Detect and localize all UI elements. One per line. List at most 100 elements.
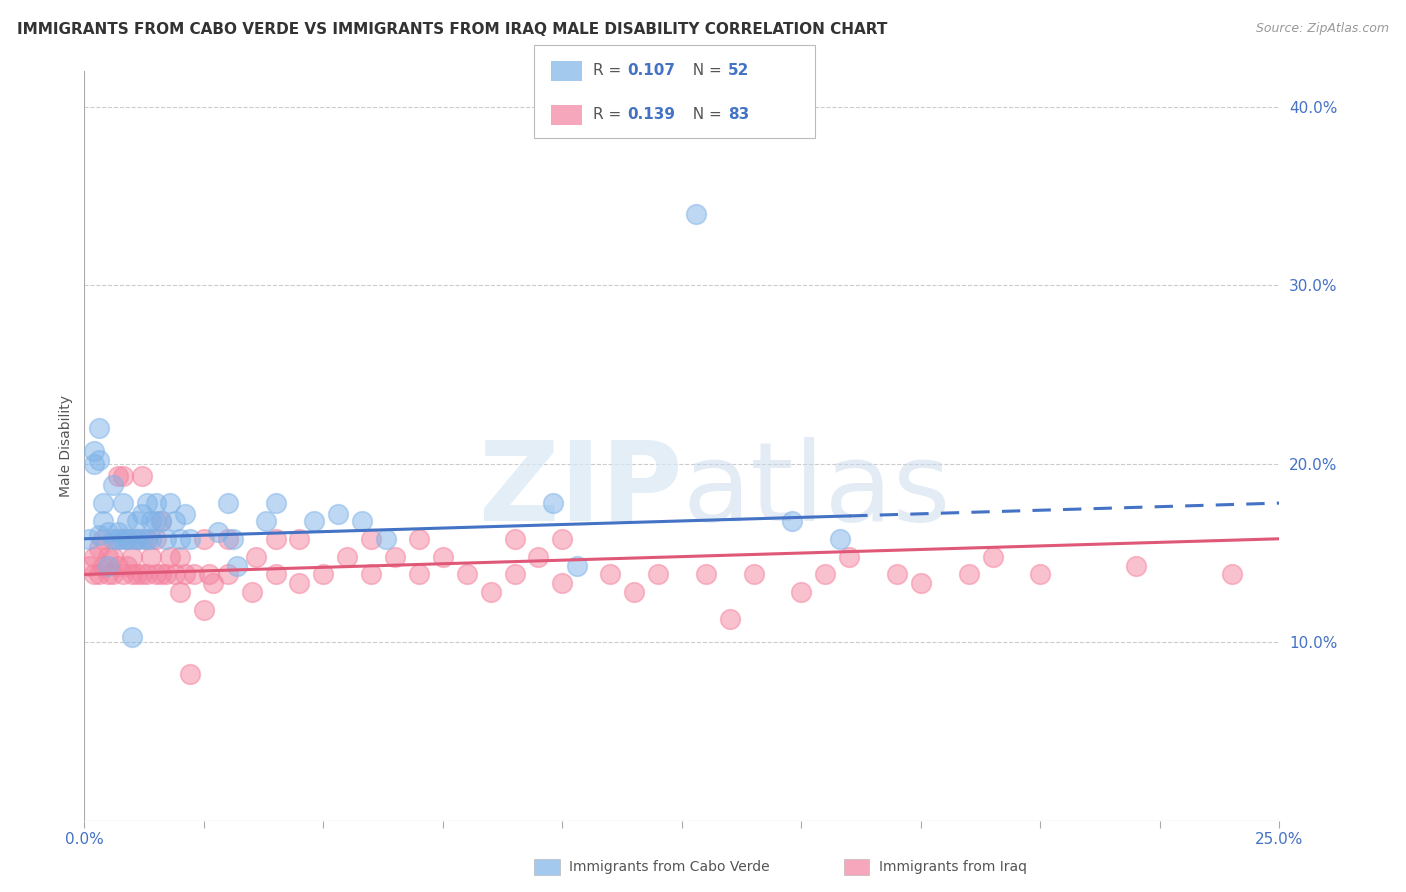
Text: Source: ZipAtlas.com: Source: ZipAtlas.com [1256, 22, 1389, 36]
Point [432, 549, 454, 564]
Point [125, 514, 148, 528]
Point [107, 469, 129, 483]
Point [87, 541, 110, 555]
Point [179, 667, 201, 681]
Point [107, 532, 129, 546]
Point [117, 558, 139, 573]
Point [111, 469, 134, 483]
Point [101, 549, 124, 564]
Point [101, 532, 124, 546]
Point [135, 567, 157, 582]
Point [456, 567, 478, 582]
Point [101, 478, 124, 492]
Point [97, 558, 120, 573]
Point [101, 567, 124, 582]
Point [179, 532, 201, 546]
Text: atlas: atlas [682, 437, 950, 544]
Point [264, 496, 287, 510]
Point [169, 532, 191, 546]
Point [226, 558, 249, 573]
Text: N =: N = [683, 63, 727, 78]
Point [336, 549, 359, 564]
Point [408, 532, 430, 546]
Point [107, 558, 129, 573]
Point [207, 524, 229, 539]
Point [910, 576, 932, 591]
Point [193, 532, 215, 546]
Point [135, 532, 157, 546]
Point [145, 567, 167, 582]
Point [97, 524, 120, 539]
Point [551, 532, 574, 546]
Point [125, 567, 148, 582]
Point [141, 514, 163, 528]
Point [83, 567, 105, 582]
Point [131, 532, 153, 546]
Point [93, 496, 115, 510]
Text: Immigrants from Iraq: Immigrants from Iraq [879, 860, 1026, 874]
Text: 52: 52 [728, 63, 749, 78]
Point [165, 567, 187, 582]
Point [135, 496, 157, 510]
Point [97, 567, 120, 582]
Point [814, 567, 837, 582]
Text: N =: N = [683, 107, 727, 122]
Point [197, 567, 219, 582]
Point [647, 567, 669, 582]
Point [183, 567, 205, 582]
Point [350, 514, 373, 528]
Point [360, 567, 382, 582]
Point [93, 514, 115, 528]
Point [131, 469, 153, 483]
Point [107, 532, 129, 546]
Point [957, 567, 980, 582]
Point [149, 514, 172, 528]
Point [503, 567, 526, 582]
Point [217, 496, 239, 510]
Point [125, 532, 148, 546]
Point [131, 567, 153, 582]
Point [165, 514, 187, 528]
Point [245, 549, 267, 564]
Point [1125, 558, 1147, 573]
Point [1029, 567, 1052, 582]
Point [312, 567, 335, 582]
Point [77, 532, 100, 546]
Point [288, 532, 311, 546]
Point [302, 514, 325, 528]
Point [541, 496, 564, 510]
Point [155, 567, 177, 582]
Point [838, 549, 860, 564]
Point [111, 567, 134, 582]
Point [217, 567, 239, 582]
Point [145, 496, 167, 510]
Text: 0.107: 0.107 [627, 63, 675, 78]
Text: R =: R = [593, 107, 627, 122]
Point [742, 567, 765, 582]
Point [93, 532, 115, 546]
Point [695, 567, 717, 582]
Point [125, 532, 148, 546]
Point [135, 532, 157, 546]
Point [360, 532, 382, 546]
Point [97, 549, 120, 564]
Point [169, 585, 191, 599]
Point [221, 532, 243, 546]
Point [77, 558, 100, 573]
Point [565, 558, 588, 573]
Point [117, 532, 139, 546]
Point [623, 585, 645, 599]
Point [408, 567, 430, 582]
Point [718, 612, 741, 626]
Point [83, 457, 105, 471]
Point [240, 585, 263, 599]
Point [87, 453, 110, 467]
Point [173, 507, 195, 521]
Point [599, 567, 621, 582]
Point [121, 630, 143, 644]
Point [117, 532, 139, 546]
Point [886, 567, 908, 582]
Point [685, 207, 707, 221]
Point [159, 496, 181, 510]
Point [479, 585, 502, 599]
